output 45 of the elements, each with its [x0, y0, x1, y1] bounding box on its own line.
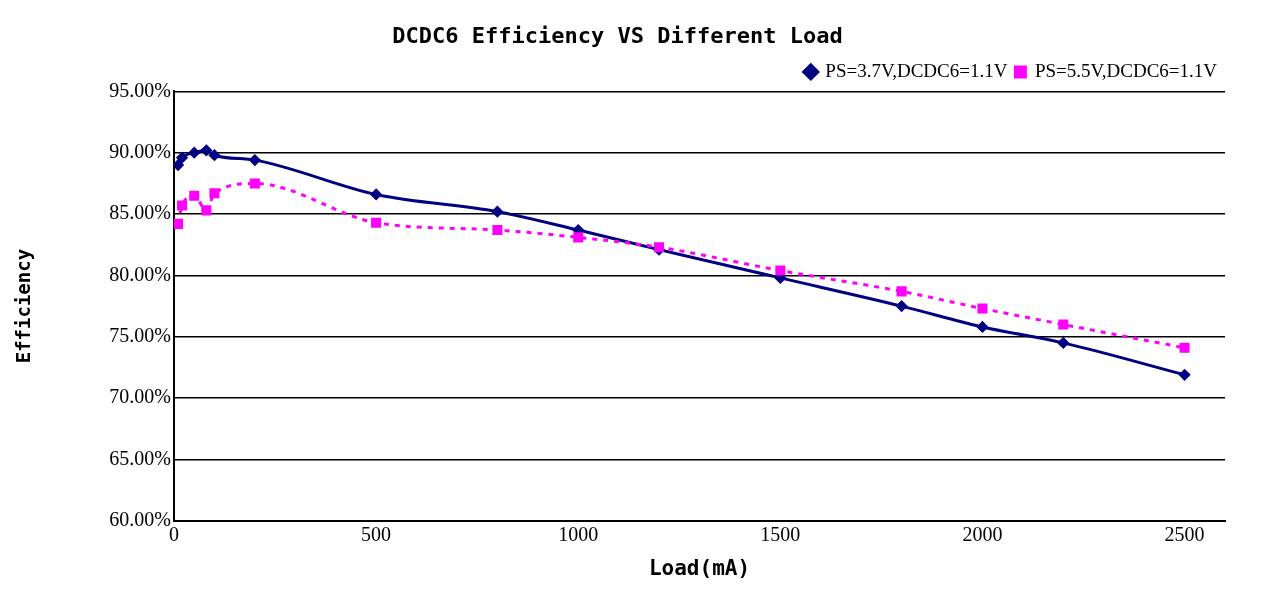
point	[491, 206, 503, 218]
point	[174, 218, 184, 229]
point	[976, 321, 988, 333]
y-tick-label: 85.00%	[109, 201, 171, 224]
y-tick-label: 70.00%	[109, 385, 171, 408]
x-tick-label: 1500	[760, 523, 801, 546]
y-tick-label: 90.00%	[109, 139, 171, 162]
point	[177, 200, 188, 211]
legend-label: PS=3.7V,DCDC6=1.1V	[825, 59, 1008, 81]
point	[896, 300, 908, 312]
point	[896, 286, 907, 297]
point	[1179, 369, 1191, 381]
point	[200, 144, 212, 156]
x-tick-label: 2500	[1164, 523, 1205, 546]
point	[371, 217, 382, 228]
point	[249, 154, 261, 166]
point	[1179, 342, 1190, 353]
point	[370, 188, 382, 200]
point	[209, 188, 220, 199]
point	[977, 303, 988, 314]
point	[1058, 319, 1069, 330]
point	[189, 190, 200, 201]
point	[775, 265, 786, 276]
point	[188, 147, 200, 159]
point	[174, 159, 184, 171]
point	[208, 149, 220, 161]
x-tick-label: 1000	[558, 523, 599, 546]
point	[573, 232, 584, 243]
y-axis-title: Efficiency	[12, 248, 35, 364]
point	[201, 205, 212, 216]
point	[176, 152, 188, 164]
y-tick-label: 60.00%	[109, 508, 171, 531]
point	[1057, 337, 1069, 349]
x-tick-label: 500	[361, 523, 392, 546]
x-tick-label: 2000	[962, 523, 1003, 546]
x-axis-title: Load(mA)	[648, 555, 751, 580]
legend-label: PS=5.5V,DCDC6=1.1V	[1034, 59, 1218, 81]
point	[249, 178, 260, 189]
y-tick-label: 65.00%	[109, 446, 171, 469]
chart-title: DCDC6 Efficiency VS Different Load	[392, 22, 843, 48]
point	[492, 225, 503, 236]
y-tick-label: 80.00%	[109, 262, 171, 285]
y-tick-label: 95.00%	[109, 78, 171, 101]
x-tick-label: 0	[169, 523, 179, 546]
y-tick-label: 75.00%	[109, 324, 171, 347]
